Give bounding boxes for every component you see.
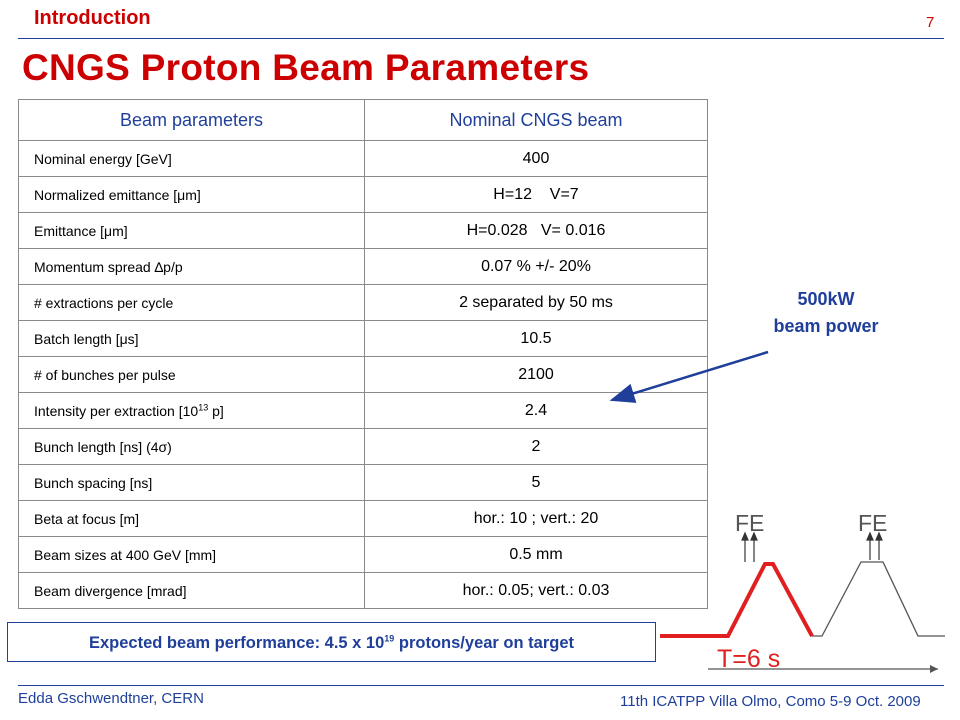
parameter-value: 0.07 % +/- 20% — [364, 248, 708, 285]
section-label: Introduction — [34, 7, 151, 29]
footer-author: Edda Gschwendtner, CERN — [18, 690, 204, 707]
expected-performance-box: Expected beam performance: 4.5 x 1019 pr… — [7, 622, 656, 662]
parameter-value: hor.: 0.05; vert.: 0.03 — [364, 572, 708, 609]
column-header: Beam parameters — [18, 99, 365, 141]
parameter-value: H=12 V=7 — [364, 176, 708, 213]
table-header-row: Beam parameters Nominal CNGS beam — [18, 99, 708, 141]
cycle-highlight — [660, 562, 814, 638]
parameter-name: Momentum spread ∆p/p — [18, 248, 365, 285]
column-header: Nominal CNGS beam — [364, 99, 708, 141]
parameter-value: 400 — [364, 140, 708, 177]
table-row: Beam sizes at 400 GeV [mm] 0.5 mm — [18, 536, 708, 573]
footer-conference: 11th ICATPP Villa Olmo, Como 5-9 Oct. 20… — [620, 693, 921, 710]
parameter-name: Bunch spacing [ns] — [18, 464, 365, 501]
parameter-name-pre: Intensity per extraction [10 — [34, 402, 199, 419]
fe-label-1: FE — [735, 510, 764, 536]
header-rule — [18, 38, 944, 39]
beam-parameters-table: Beam parameters Nominal CNGS beam Nomina… — [18, 99, 708, 609]
beam-power-label: beam power — [773, 316, 879, 336]
beam-power-value: 500kW — [797, 289, 855, 309]
performance-exponent: 19 — [384, 633, 395, 644]
page-title: CNGS Proton Beam Parameters — [22, 47, 590, 88]
performance-text-post: protons/year on target — [394, 634, 575, 652]
table-row: Intensity per extraction [1013 p] 2.4 — [18, 392, 708, 429]
parameter-name: Intensity per extraction [1013 p] — [18, 392, 365, 429]
beam-power-callout: 500kW beam power — [752, 286, 900, 340]
parameter-value: 2 separated by 50 ms — [364, 284, 708, 321]
table-row: Beam divergence [mrad] hor.: 0.05; vert.… — [18, 572, 708, 609]
page-number: 7 — [926, 14, 935, 31]
footer-rule — [18, 685, 944, 686]
fe-label-2: FE — [858, 510, 887, 536]
parameter-name-exponent: 13 — [198, 401, 209, 412]
cycle-period-label: T=6 s — [717, 645, 780, 673]
table-row: Emittance [μm] H=0.028 V= 0.016 — [18, 212, 708, 249]
parameter-name: Batch length [μs] — [18, 320, 365, 357]
cycle-trace — [708, 561, 945, 637]
table-row: Bunch length [ns] (4σ) 2 — [18, 428, 708, 465]
fe-extraction-arrows — [741, 531, 883, 562]
time-axis-arrowhead — [930, 665, 938, 673]
performance-text-pre: Expected beam performance: 4.5 x 10 — [88, 634, 385, 652]
table-row: Bunch spacing [ns] 5 — [18, 464, 708, 501]
table-row: Batch length [μs] 10.5 — [18, 320, 708, 357]
parameter-value: H=0.028 V= 0.016 — [364, 212, 708, 249]
parameter-value: 10.5 — [364, 320, 708, 357]
table-row: Momentum spread ∆p/p 0.07 % +/- 20% — [18, 248, 708, 285]
parameter-value: 0.5 mm — [364, 536, 708, 573]
parameter-name-post: p] — [208, 402, 224, 419]
table-row: # extractions per cycle 2 separated by 5… — [18, 284, 708, 321]
table-row: Nominal energy [GeV] 400 — [18, 140, 708, 177]
parameter-value: 2.4 — [364, 392, 708, 429]
parameter-value: 5 — [364, 464, 708, 501]
parameter-name: Beam divergence [mrad] — [18, 572, 365, 609]
parameter-name: Emittance [μm] — [18, 212, 365, 249]
